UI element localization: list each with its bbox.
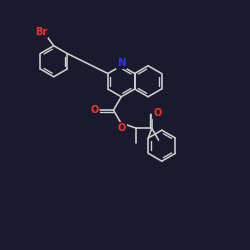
Text: O: O [153,108,161,118]
Text: Br: Br [35,27,48,37]
Text: N: N [118,58,126,68]
Text: O: O [90,105,98,115]
Text: O: O [118,123,126,133]
